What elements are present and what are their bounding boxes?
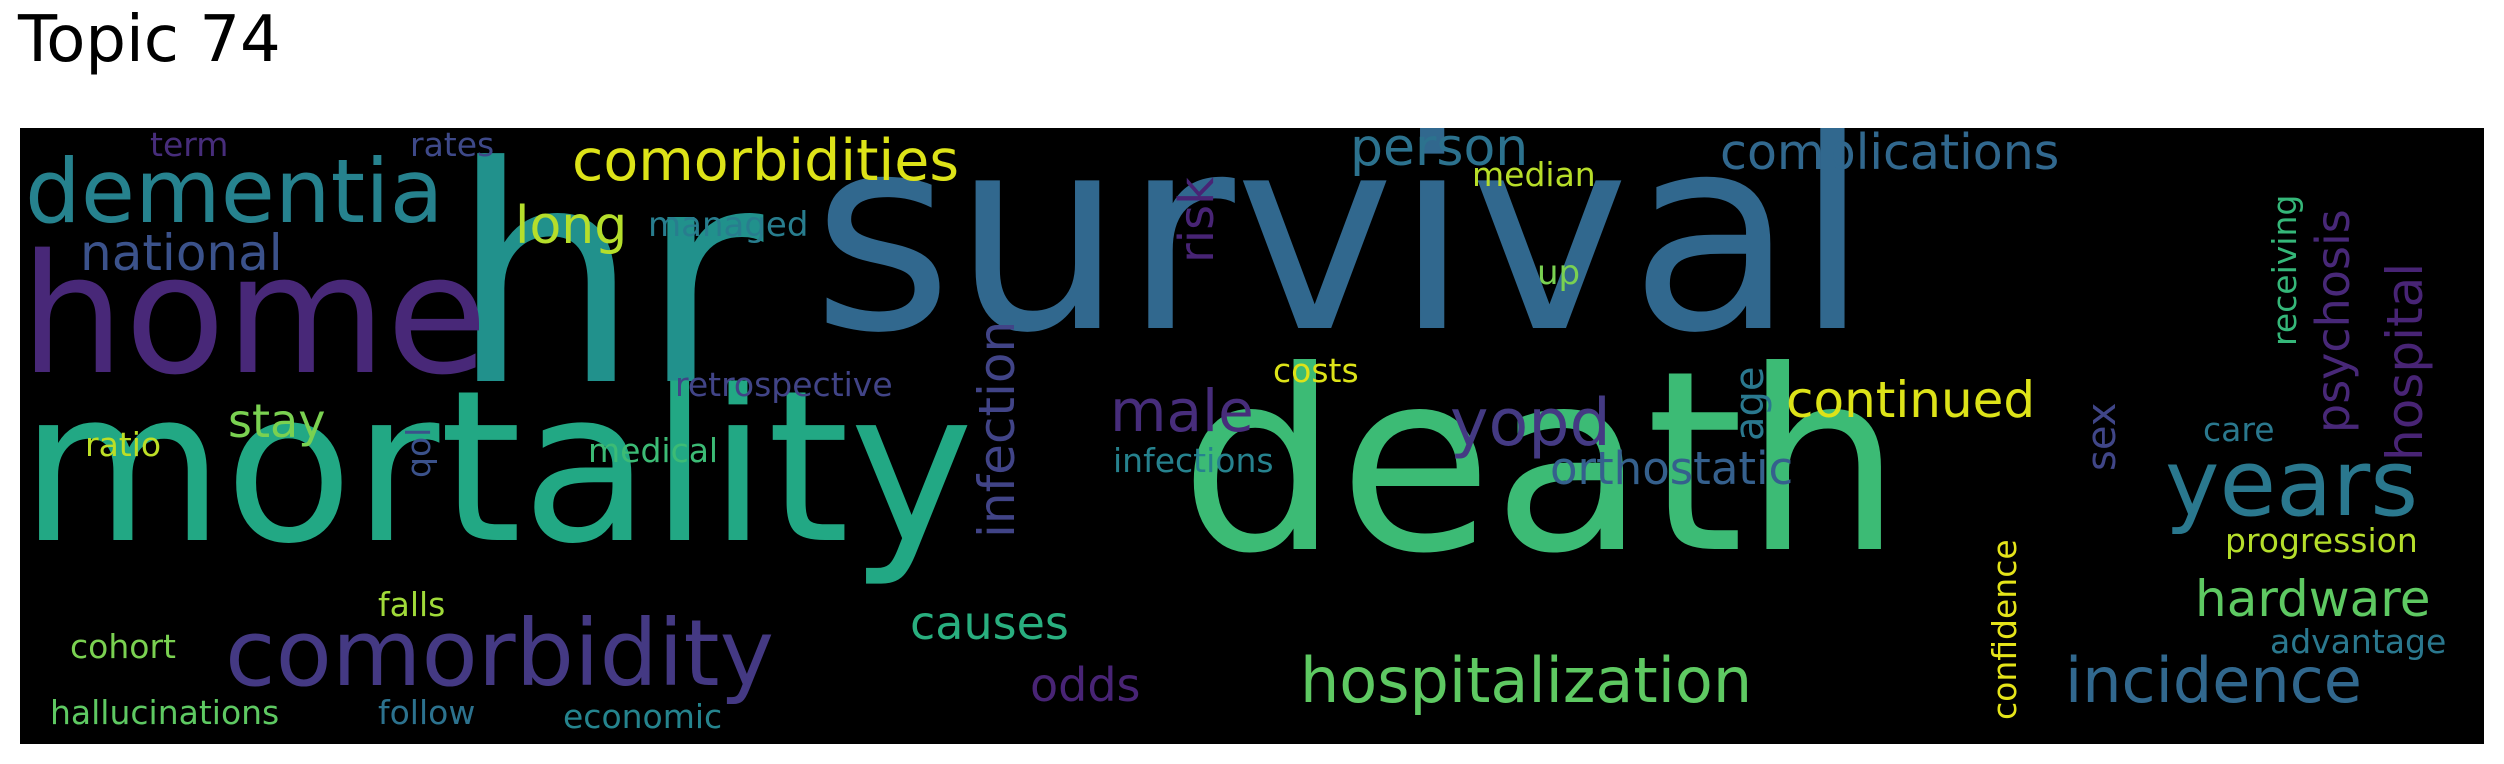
word-comorbidities: comorbidities xyxy=(572,128,960,194)
word-risk: risk xyxy=(1169,177,1225,263)
page-title: Topic 74 xyxy=(18,3,281,77)
word-odds: odds xyxy=(1030,658,1141,712)
word-stay: stay xyxy=(228,394,326,448)
word-incidence: incidence xyxy=(2065,644,2362,717)
word-survival: survival xyxy=(812,128,1870,392)
word-infections: infections xyxy=(1113,441,1274,480)
word-national: national xyxy=(80,224,283,282)
word-median: median xyxy=(1472,155,1596,194)
word-psychosis: psychosis xyxy=(2306,209,2360,433)
word-receiving: receiving xyxy=(2265,194,2304,346)
word-costs: costs xyxy=(1273,351,1359,390)
word-advantage: advantage xyxy=(2270,622,2447,661)
word-years: years xyxy=(2165,430,2419,537)
word-qol: qol xyxy=(399,427,438,478)
word-dementia: dementia xyxy=(25,140,444,243)
word-causes: causes xyxy=(910,596,1069,650)
word-managed: managed xyxy=(648,205,809,245)
word-progression: progression xyxy=(2225,521,2418,560)
word-confidence: confidence xyxy=(1985,539,2024,720)
word-person: person xyxy=(1350,128,1529,178)
word-ratio: ratio xyxy=(85,425,162,464)
word-comorbidity: comorbidity xyxy=(225,600,775,707)
word-home: home xyxy=(20,219,488,411)
word-long: long xyxy=(515,196,628,256)
word-hardware: hardware xyxy=(2195,570,2431,628)
word-retrospective: retrospective xyxy=(675,365,893,404)
word-age: age xyxy=(1727,366,1773,441)
word-male: male xyxy=(1110,377,1254,445)
word-rates: rates xyxy=(410,128,495,164)
word-continued: continued xyxy=(1786,371,2036,429)
word-mortality: mortality xyxy=(20,345,974,590)
word-hospital: hospital xyxy=(2376,262,2434,461)
word-yopd: yopd xyxy=(1450,386,1611,461)
word-cloud: survival hr mortality death home dementi… xyxy=(20,128,2484,744)
word-care: care xyxy=(2203,410,2275,449)
word-hospitalization: hospitalization xyxy=(1300,644,1753,717)
word-infection: infection xyxy=(968,320,1026,538)
word-orthostatic: orthostatic xyxy=(1550,442,1794,495)
word-economic: economic xyxy=(563,697,723,736)
word-medical: medical xyxy=(588,431,719,470)
word-hr: hr xyxy=(450,128,764,452)
word-up: up xyxy=(1537,253,1581,293)
word-term: term xyxy=(150,128,229,164)
word-death: death xyxy=(1180,317,1903,608)
word-complications: complications xyxy=(1720,128,2060,181)
word-follow: follow xyxy=(378,693,476,732)
word-cohort: cohort xyxy=(70,627,176,666)
word-hallucinations: hallucinations xyxy=(50,693,280,732)
word-falls: falls xyxy=(378,585,446,624)
word-sex: sex xyxy=(2079,402,2125,471)
